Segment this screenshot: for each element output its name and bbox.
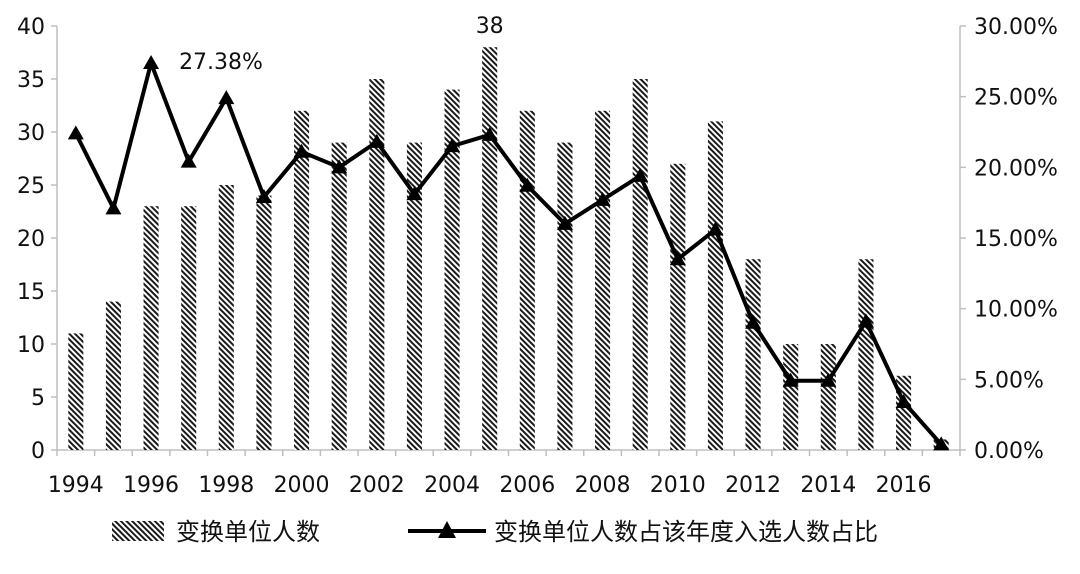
legend-marker-triangle bbox=[438, 521, 456, 538]
y-left-tick-label: 0 bbox=[31, 439, 45, 464]
x-tick-label: 2002 bbox=[349, 473, 405, 498]
line-point bbox=[105, 200, 122, 215]
y-left-tick-label: 10 bbox=[17, 333, 45, 358]
y-left-tick-label: 30 bbox=[17, 121, 45, 146]
line-point bbox=[255, 189, 272, 204]
line-point bbox=[707, 221, 724, 236]
x-tick-label: 1994 bbox=[48, 473, 104, 498]
bar bbox=[858, 259, 874, 450]
bar bbox=[745, 259, 761, 450]
bar bbox=[707, 121, 723, 451]
line-point bbox=[556, 215, 573, 230]
line-point bbox=[406, 186, 423, 201]
bar bbox=[519, 110, 535, 451]
line-point bbox=[143, 55, 160, 70]
line-point bbox=[745, 314, 762, 329]
y-left-tick-label: 25 bbox=[17, 174, 45, 199]
line-point bbox=[293, 143, 310, 158]
y-left-tick-label: 15 bbox=[17, 280, 45, 305]
y-left-tick-label: 20 bbox=[17, 227, 45, 252]
line-point bbox=[67, 125, 84, 140]
x-tick-label: 2012 bbox=[725, 473, 781, 498]
bar bbox=[68, 333, 84, 450]
y-right-tick-label: 0.00% bbox=[974, 439, 1044, 464]
y-right-tick-label: 15.00% bbox=[974, 227, 1058, 252]
line-point bbox=[331, 159, 348, 174]
bar bbox=[444, 89, 460, 450]
y-right-tick-label: 5.00% bbox=[974, 368, 1044, 393]
line-point bbox=[594, 191, 611, 206]
y-left-tick-label: 40 bbox=[17, 15, 45, 40]
bar bbox=[218, 185, 234, 450]
data-label: 38 bbox=[476, 14, 504, 39]
y-right-tick-label: 10.00% bbox=[974, 298, 1058, 323]
line-point bbox=[782, 372, 799, 387]
line-layer bbox=[67, 55, 950, 451]
data-label: 27.38% bbox=[179, 50, 263, 75]
bar bbox=[181, 206, 197, 450]
line-point bbox=[820, 372, 837, 387]
bar bbox=[369, 79, 385, 450]
line-point bbox=[444, 138, 461, 153]
line-point bbox=[895, 393, 912, 408]
series-line bbox=[74, 61, 943, 446]
legend: 变换单位人数 变换单位人数占该年度入选人数占比 bbox=[112, 518, 878, 546]
y-left-tick-label: 35 bbox=[17, 68, 45, 93]
bar bbox=[294, 110, 310, 451]
bar bbox=[331, 142, 347, 450]
line-point bbox=[481, 126, 498, 141]
legend-swatch-bars bbox=[112, 521, 164, 541]
y-right-tick-label: 20.00% bbox=[974, 156, 1058, 181]
bars-layer bbox=[68, 47, 949, 451]
bar bbox=[820, 344, 836, 450]
line-point bbox=[180, 153, 197, 168]
x-tick-label: 2000 bbox=[274, 473, 330, 498]
line-point bbox=[368, 133, 385, 148]
bar bbox=[256, 195, 272, 450]
x-tick-label: 2006 bbox=[499, 473, 555, 498]
legend-label-bars: 变换单位人数 bbox=[176, 518, 320, 546]
x-tick-label: 1998 bbox=[198, 473, 254, 498]
x-tick-label: 2010 bbox=[650, 473, 706, 498]
bar bbox=[632, 79, 648, 450]
line-point bbox=[857, 313, 874, 328]
y-right-tick-label: 25.00% bbox=[974, 86, 1058, 111]
bar bbox=[595, 110, 611, 451]
line-point bbox=[669, 251, 686, 266]
x-tick-label: 2016 bbox=[876, 473, 932, 498]
legend-label-line: 变换单位人数占该年度入选人数占比 bbox=[494, 518, 878, 546]
bar bbox=[105, 301, 121, 450]
y-right-tick-label: 30.00% bbox=[974, 15, 1058, 40]
bar bbox=[406, 142, 422, 450]
axes-layer: 0 5 10 15 20 25 30 35 40 0.00% 5.00% 10.00% 15.00% 20… bbox=[17, 15, 1058, 498]
x-tick-label: 2014 bbox=[800, 473, 856, 498]
bar bbox=[482, 47, 498, 450]
y-left-tick-label: 5 bbox=[31, 386, 45, 411]
line-point bbox=[632, 167, 649, 182]
labels-layer: 38 27.38% bbox=[179, 14, 504, 75]
x-tick-label: 2008 bbox=[575, 473, 631, 498]
x-tick-label: 2004 bbox=[424, 473, 480, 498]
bar bbox=[670, 163, 686, 451]
line-point bbox=[933, 436, 950, 451]
x-tick-label: 1996 bbox=[123, 473, 179, 498]
bar bbox=[783, 344, 799, 450]
bar bbox=[557, 142, 573, 450]
line-point bbox=[218, 90, 235, 105]
bar bbox=[143, 206, 159, 450]
line-point bbox=[519, 177, 536, 192]
